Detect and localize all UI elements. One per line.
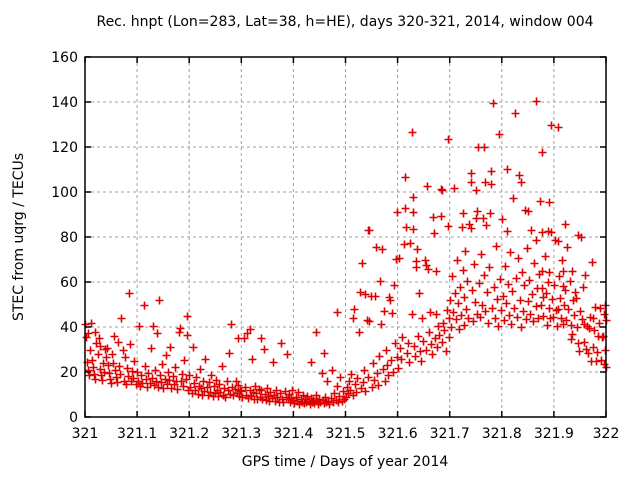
y-axis-label: STEC from uqrg / TECUs — [11, 153, 27, 321]
stec-points — [81, 97, 611, 409]
x-tick-label: 321.5 — [325, 426, 365, 442]
x-tick-label: 321.6 — [378, 426, 418, 442]
y-tick-label: 20 — [60, 365, 78, 381]
data-points — [81, 97, 611, 409]
x-tick-label: 321.4 — [273, 426, 313, 442]
gridlines — [85, 57, 606, 417]
x-tick-label: 321.7 — [430, 426, 470, 442]
axis-ticks — [84, 56, 607, 418]
y-tick-label: 0 — [69, 410, 78, 426]
y-tick-label: 100 — [51, 185, 78, 201]
y-tick-labels: 0 20 40 60 80 100 120 140 160 — [51, 50, 78, 426]
y-tick-label: 60 — [60, 275, 78, 291]
chart-title: Rec. hnpt (Lon=283, Lat=38, h=HE), days … — [96, 14, 593, 30]
y-tick-label: 160 — [51, 50, 78, 66]
x-tick-label: 321.1 — [117, 426, 157, 442]
x-tick-labels: 321 321.1 321.2 321.3 321.4 321.5 321.6 321.7 32… — [72, 426, 620, 442]
x-axis-label: GPS time / Days of year 2014 — [242, 454, 449, 470]
x-tick-label: 321 — [72, 426, 99, 442]
y-tick-label: 140 — [51, 95, 78, 111]
y-tick-label: 80 — [60, 230, 78, 246]
y-tick-label: 120 — [51, 140, 78, 156]
x-tick-label: 321.9 — [534, 426, 574, 442]
x-tick-label: 321.3 — [221, 426, 261, 442]
x-tick-label: 321.8 — [482, 426, 522, 442]
x-tick-label: 322 — [593, 426, 620, 442]
x-tick-label: 321.2 — [169, 426, 209, 442]
y-tick-label: 40 — [60, 320, 78, 336]
